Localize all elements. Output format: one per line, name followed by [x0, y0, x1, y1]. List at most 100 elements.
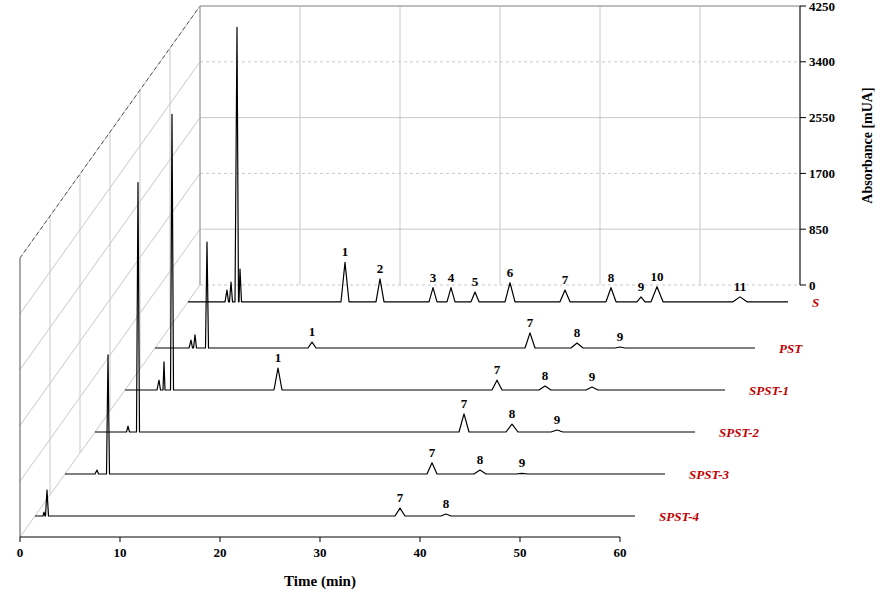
x-axis-label: Time (min): [284, 573, 356, 590]
peak-label: 1: [309, 324, 316, 339]
peak-label: 1: [342, 244, 349, 259]
chromatogram-line: [95, 183, 695, 432]
peak-label: 6: [507, 265, 514, 280]
y-axis-line: [800, 6, 801, 285]
y-axis: 0 850 1700 2550 3400 4250 Absorbance [mUA]: [800, 0, 875, 293]
y-tick: [800, 6, 806, 7]
x-tick-label: 40: [414, 545, 427, 560]
series-label: SPST-4: [659, 509, 699, 524]
series-group: [188, 27, 788, 301]
x-grid-line: [800, 6, 801, 285]
series-label: SPST-3: [689, 467, 729, 482]
chromatogram-line: [188, 27, 788, 301]
x-grid-line: [700, 6, 701, 285]
y-tick: [800, 173, 806, 174]
wall-frame: [200, 6, 201, 285]
y-tick-label: 1700: [809, 166, 835, 181]
peak-label: 8: [574, 325, 581, 340]
peak-label: 9: [589, 369, 596, 384]
x-tick: [20, 537, 21, 542]
series-label: PST: [779, 341, 803, 356]
x-grid-line: [300, 6, 301, 285]
y-grid-line: [200, 229, 800, 230]
series-label: SPST-1: [749, 383, 789, 398]
y-tick: [800, 229, 806, 230]
x-tick: [620, 537, 621, 542]
peak-label: 5: [472, 274, 479, 289]
x-tick-label: 30: [314, 545, 327, 560]
x-grid-line: [500, 6, 501, 285]
side-depth-line: [80, 174, 81, 453]
y-tick: [800, 285, 806, 286]
peak-label: 11: [734, 279, 746, 294]
y-tick-label: 4250: [809, 0, 835, 14]
series-group: [35, 490, 635, 516]
side-depth-line: [170, 48, 171, 327]
side-depth-line: [110, 132, 111, 411]
y-grid-line: [200, 61, 800, 62]
series-group: [125, 114, 725, 390]
side-depth-line: [140, 90, 141, 369]
chromatogram-line: [155, 242, 755, 348]
x-axis: 0 10 20 30 40 50 60 Time (min): [17, 537, 627, 590]
peak-label: 2: [377, 261, 384, 276]
peak-label: 8: [443, 496, 450, 511]
wall-frame: [200, 6, 800, 7]
peak-label: 8: [509, 406, 516, 421]
x-grid-line: [200, 6, 201, 285]
x-grid-line: [600, 6, 601, 285]
y-tick-label: 0: [809, 278, 816, 293]
y-tick-label: 3400: [809, 54, 835, 69]
x-tick-label: 20: [214, 545, 227, 560]
series-label: SPST-2: [719, 425, 759, 440]
peak-label: 8: [542, 368, 549, 383]
x-tick: [220, 537, 221, 542]
y-tick-label: 2550: [809, 110, 835, 125]
labels: 1 2 34 5 6 7 8 9 10 11 S 1 7 8 9 PST 1 7 8 9 SPST-1 7 8 9 SPST-2…: [275, 244, 819, 524]
side-depth-line: [50, 216, 51, 495]
y-tick: [800, 61, 806, 62]
peak-label: 7: [461, 396, 468, 411]
chromatogram-line: [65, 355, 665, 474]
peak-label: 1: [275, 350, 282, 365]
peak-label: 9: [638, 279, 645, 294]
peak-label: 10: [651, 269, 664, 284]
series-label: S: [812, 295, 819, 310]
y-grid-line: [200, 173, 800, 174]
x-tick: [320, 537, 321, 542]
series-group: [155, 242, 755, 348]
y-grid-line: [200, 6, 800, 7]
peak-label: 7: [494, 362, 501, 377]
series-group: [95, 183, 695, 432]
x-tick: [420, 537, 421, 542]
x-tick: [520, 537, 521, 542]
chromatogram-line: [125, 114, 725, 390]
y-tick-label: 850: [809, 222, 829, 237]
peak-label: 8: [477, 452, 484, 467]
peak-label: 9: [617, 329, 624, 344]
peak-label: 7: [562, 272, 569, 287]
peak-label: 8: [608, 270, 615, 285]
peak-label: 3: [430, 270, 437, 285]
chart: 08501700255034004250Absorbance [mUA]0102…: [0, 0, 886, 595]
x-tick-label: 0: [17, 545, 24, 560]
x-grid-line: [400, 6, 401, 285]
y-tick: [800, 117, 806, 118]
peak-label: 7: [429, 445, 436, 460]
y-grid-line: [200, 285, 800, 286]
side-frame: [20, 258, 21, 537]
peak-label: 9: [554, 412, 561, 427]
grid: [20, 6, 800, 537]
peak-label: 9: [519, 455, 526, 470]
x-tick: [120, 537, 121, 542]
x-tick-label: 10: [114, 545, 127, 560]
x-tick-label: 60: [614, 545, 627, 560]
x-tick-label: 50: [514, 545, 527, 560]
peak-label: 7: [527, 315, 534, 330]
chromatogram-line: [35, 490, 635, 516]
peak-label: 4: [448, 270, 455, 285]
series-group: [65, 355, 665, 474]
y-axis-label: Absorbance [mUA]: [860, 87, 875, 203]
peak-label: 7: [397, 490, 404, 505]
y-grid-line: [200, 117, 800, 118]
